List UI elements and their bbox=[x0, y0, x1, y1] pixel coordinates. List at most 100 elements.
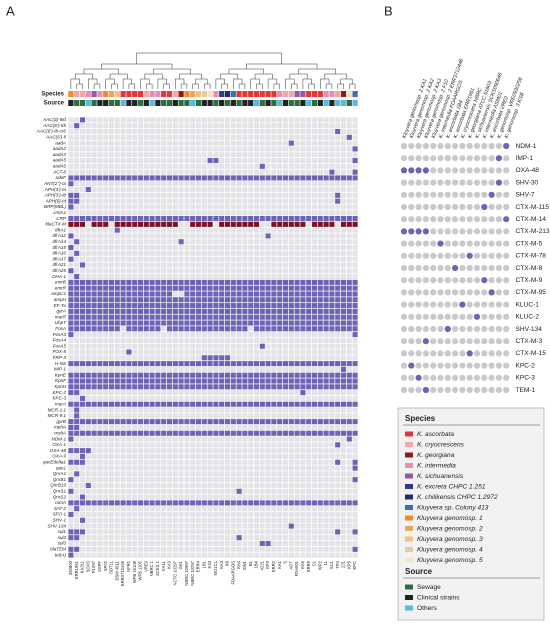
heatmap-cell bbox=[114, 227, 120, 233]
gene-dot bbox=[430, 301, 437, 308]
gene-dot bbox=[452, 374, 459, 381]
heatmap-cell bbox=[242, 384, 248, 390]
species-cell bbox=[201, 91, 207, 97]
heatmap-cell bbox=[137, 390, 144, 396]
heatmap-cell bbox=[340, 163, 347, 169]
heatmap-cell bbox=[323, 152, 329, 158]
heatmap-cell bbox=[161, 169, 167, 175]
heatmap-cell bbox=[288, 494, 294, 500]
heatmap-cell bbox=[277, 326, 283, 332]
heatmap-cell bbox=[103, 291, 109, 297]
heatmap-cell bbox=[259, 395, 265, 401]
gene-dot bbox=[473, 167, 481, 174]
heatmap-cell bbox=[137, 540, 144, 547]
heatmap-cell bbox=[317, 157, 323, 164]
gene-dot bbox=[444, 350, 451, 357]
heatmap-cell bbox=[184, 552, 190, 558]
heatmap-cell bbox=[190, 500, 196, 506]
heatmap-cell bbox=[248, 482, 254, 489]
gene-dot bbox=[452, 338, 459, 345]
gene-dot bbox=[437, 252, 444, 259]
heatmap-cell bbox=[120, 378, 126, 384]
legend-label: K. cryocrescens bbox=[417, 441, 465, 448]
heatmap-cell bbox=[103, 401, 109, 407]
gene-dot bbox=[466, 179, 473, 186]
heatmap-cell bbox=[230, 407, 236, 413]
heatmap-cell bbox=[219, 314, 225, 320]
gene-dot bbox=[488, 179, 495, 186]
heatmap-cell bbox=[300, 320, 306, 326]
heatmap-cell bbox=[253, 471, 260, 477]
heatmap-cell bbox=[190, 395, 196, 401]
gene-label: ampC1 bbox=[51, 291, 66, 296]
heatmap-cell bbox=[79, 163, 86, 169]
heatmap-cell bbox=[352, 192, 358, 198]
heatmap-cell bbox=[242, 459, 248, 465]
heatmap-cell bbox=[300, 227, 306, 233]
heatmap-cell bbox=[352, 390, 358, 396]
heatmap-cell bbox=[108, 448, 115, 454]
heatmap-cell bbox=[149, 424, 155, 430]
heatmap-cell bbox=[271, 117, 277, 123]
heatmap-cell bbox=[155, 546, 161, 552]
heatmap-cell bbox=[108, 303, 115, 309]
heatmap-cell bbox=[259, 506, 265, 512]
heatmap-cell bbox=[91, 152, 97, 158]
heatmap-cell bbox=[207, 314, 213, 320]
heatmap-cell bbox=[207, 157, 213, 164]
heatmap-cell bbox=[172, 372, 178, 378]
heatmap-cell bbox=[288, 175, 294, 181]
heatmap-cell bbox=[126, 291, 132, 297]
gene-dot bbox=[481, 313, 488, 320]
heatmap-cell bbox=[236, 239, 242, 245]
heatmap-cell bbox=[184, 233, 190, 239]
heatmap-cell bbox=[352, 366, 358, 372]
heatmap-cell bbox=[149, 343, 155, 349]
heatmap-cell bbox=[172, 245, 178, 251]
heatmap-cell bbox=[97, 511, 103, 518]
source-cell bbox=[259, 100, 265, 106]
heatmap-cell bbox=[271, 134, 277, 140]
heatmap-cell bbox=[120, 401, 126, 407]
heatmap-cell bbox=[85, 494, 91, 500]
gene-dot bbox=[466, 228, 473, 235]
heatmap-cell bbox=[114, 453, 120, 460]
gene-dot bbox=[408, 350, 415, 357]
heatmap-cell bbox=[311, 291, 318, 297]
heatmap-cell bbox=[346, 256, 352, 262]
heatmap-cell bbox=[219, 157, 225, 164]
gene-label: aadA2 bbox=[53, 146, 67, 151]
heatmap-cell bbox=[294, 134, 300, 140]
heatmap-cell bbox=[213, 332, 219, 338]
heatmap-cell bbox=[271, 395, 277, 401]
heatmap-cell bbox=[288, 186, 294, 193]
heatmap-cell bbox=[340, 204, 347, 210]
heatmap-cell bbox=[85, 395, 91, 401]
heatmap-cell bbox=[68, 459, 74, 465]
heatmap-cell bbox=[311, 424, 318, 430]
heatmap-cell bbox=[242, 407, 248, 413]
heatmap-cell bbox=[253, 285, 260, 291]
gene-dot bbox=[444, 264, 451, 272]
heatmap-cell bbox=[184, 349, 190, 355]
gene-label: AAC(6')-Il bbox=[45, 135, 67, 140]
heatmap-cell bbox=[265, 453, 271, 460]
species-cell bbox=[178, 91, 184, 97]
heatmap-cell bbox=[195, 128, 202, 135]
heatmap-cell bbox=[79, 291, 86, 297]
heatmap-cell bbox=[137, 221, 144, 227]
heatmap-cell bbox=[300, 378, 306, 384]
heatmap-cell bbox=[259, 274, 265, 280]
species-cell bbox=[306, 91, 312, 97]
heatmap-cell bbox=[317, 163, 323, 169]
gene-dot bbox=[495, 289, 502, 296]
heatmap-cell bbox=[172, 424, 178, 430]
legend-swatch bbox=[405, 442, 413, 447]
heatmap-cell bbox=[242, 372, 248, 378]
heatmap-cell bbox=[294, 146, 300, 152]
heatmap-cell bbox=[317, 424, 323, 430]
heatmap-cell bbox=[323, 401, 329, 407]
heatmap-cell bbox=[91, 291, 97, 297]
heatmap-cell bbox=[213, 407, 219, 413]
heatmap-cell bbox=[352, 123, 358, 129]
